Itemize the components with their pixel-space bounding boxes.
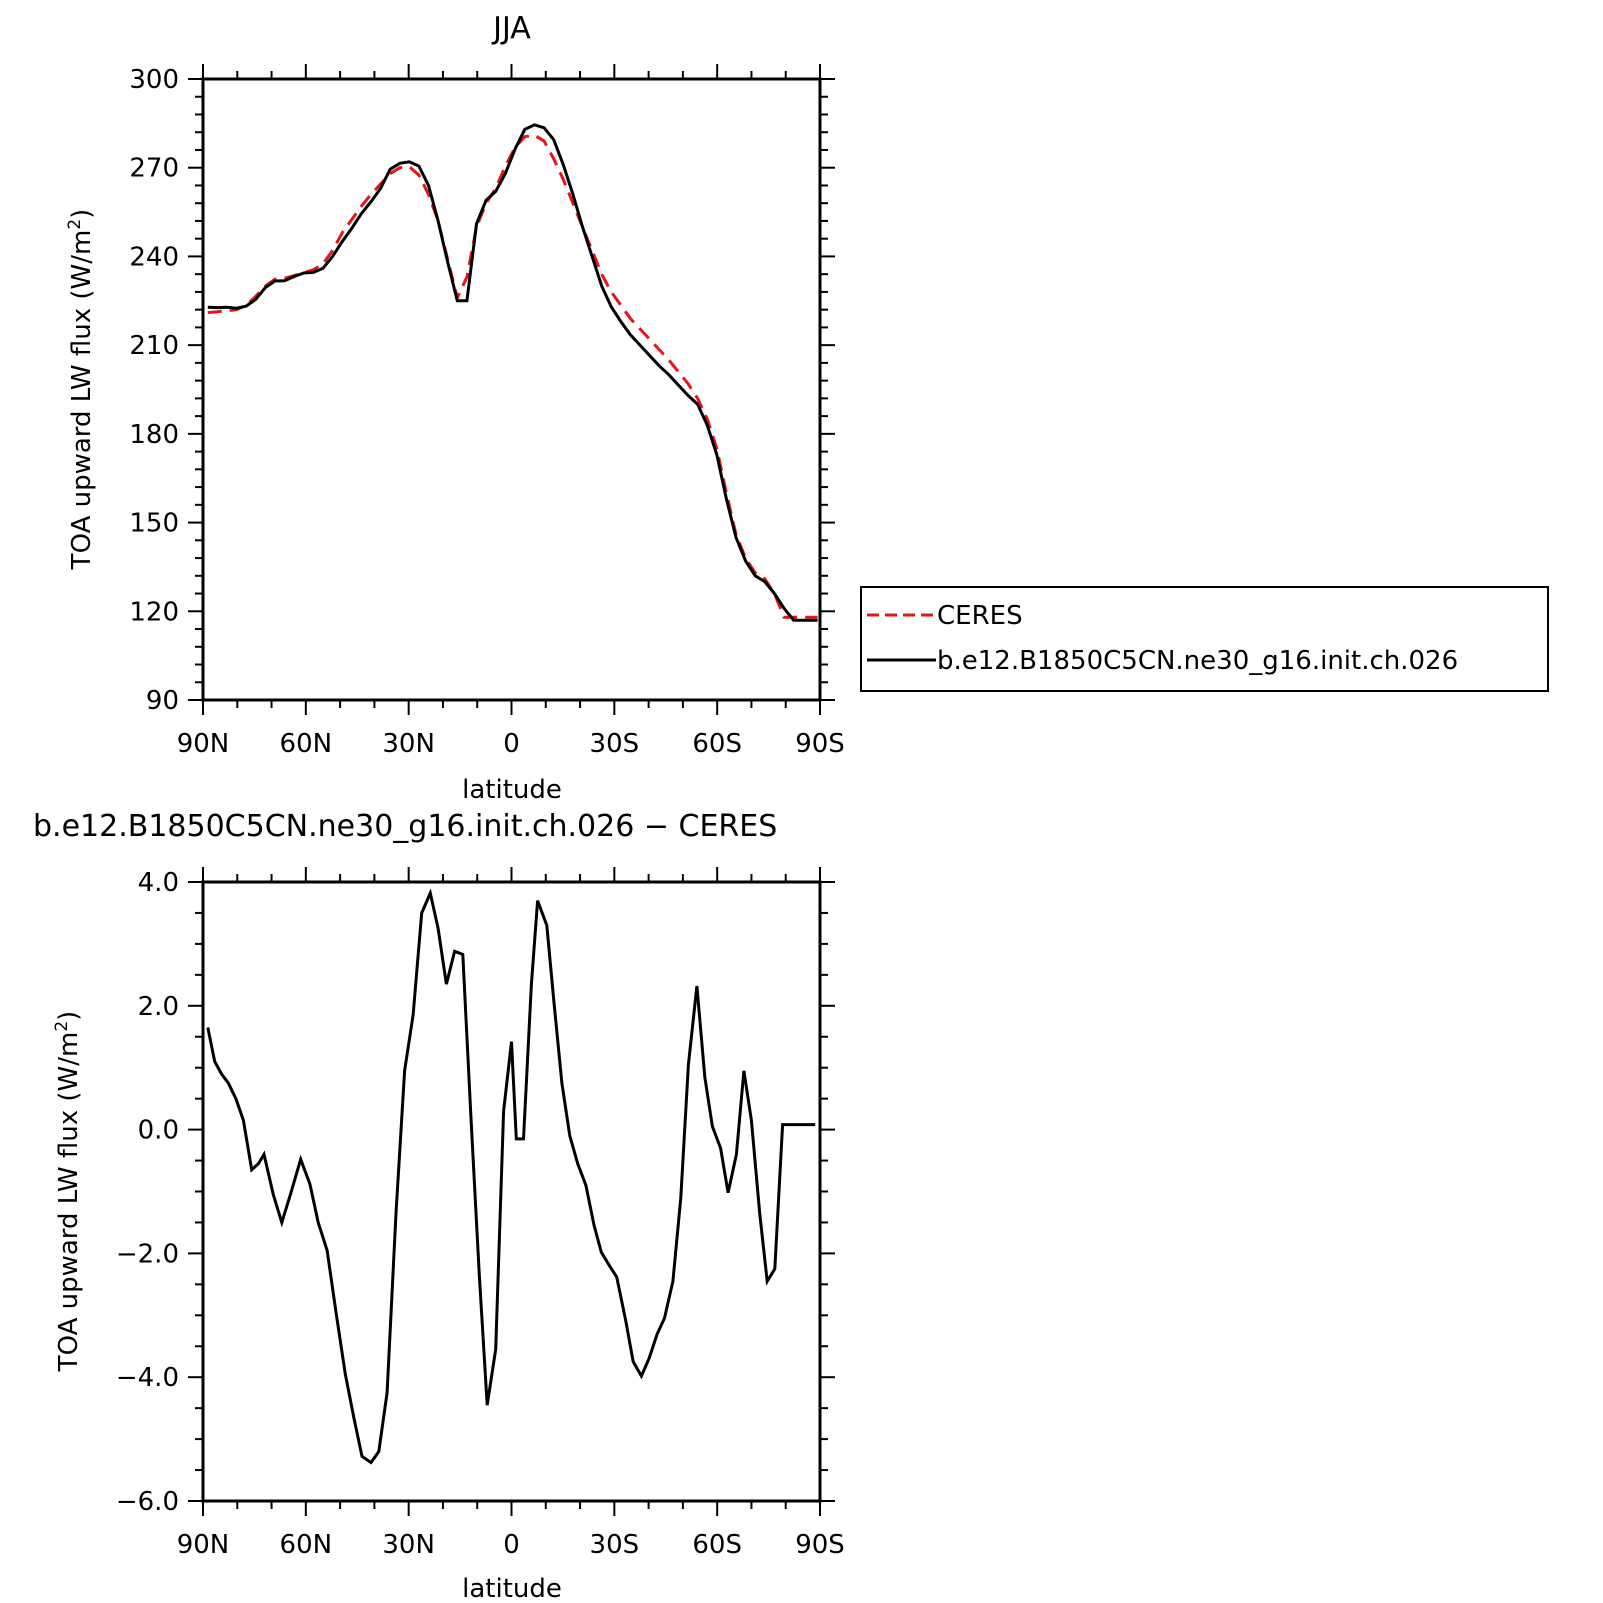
x-tick-label: 30S	[590, 1530, 640, 1560]
y-tick-label: −2.0	[116, 1239, 179, 1269]
legend-label-ceres: CERES	[937, 601, 1023, 631]
top-chart-title: JJA	[491, 11, 531, 46]
bottom-chart-panel: b.e12.B1850C5CN.ne30_g16.init.ch.026 − C…	[33, 809, 845, 1603]
y-tick-label: 120	[129, 597, 179, 627]
x-tick-label: 0	[503, 729, 520, 759]
y-tick-label: 150	[129, 509, 179, 539]
x-tick-label: 90N	[177, 1530, 230, 1560]
bottom-chart-y-axis-label: TOA upward LW flux (W/m2)	[52, 1011, 84, 1373]
y-tick-label: 4.0	[138, 868, 179, 898]
y-tick-label: 0.0	[138, 1116, 179, 1146]
x-tick-label: 90S	[795, 729, 845, 759]
y-tick-label: 90	[146, 686, 179, 716]
bottom-chart-difference-line	[206, 888, 816, 1465]
x-tick-label: 60N	[280, 1530, 333, 1560]
top-chart-panel: JJA 90N 60N 30N 0 30S 60S 90S 90 120 150 180 210 24…	[65, 11, 845, 805]
top-chart-x-axis-label: latitude	[462, 775, 562, 805]
x-tick-label: 90S	[795, 1530, 845, 1560]
y-tick-label: 240	[129, 242, 179, 272]
bottom-chart-y-tick-labels: −6.0 −4.0 −2.0 0.0 2.0 4.0	[116, 868, 179, 1517]
legend-box	[860, 586, 1549, 692]
top-chart-series-model-line	[207, 123, 818, 622]
y-tick-label: 300	[129, 65, 179, 95]
top-chart-x-tick-labels: 90N 60N 30N 0 30S 60S 90S	[177, 729, 845, 759]
bottom-chart-x-tick-labels: 90N 60N 30N 0 30S 60S 90S	[177, 1530, 845, 1560]
bottom-chart-y-axis-label-sup: 2	[52, 1021, 72, 1032]
legend: CERES b.e12.B1850C5CN.ne30_g16.init.ch.0…	[860, 586, 1549, 692]
x-tick-label: 90N	[177, 729, 230, 759]
y-tick-label: 210	[129, 331, 179, 361]
x-tick-label: 30S	[590, 729, 640, 759]
legend-label-model: b.e12.B1850C5CN.ne30_g16.init.ch.026	[937, 646, 1458, 676]
top-chart-y-axis-label-main: TOA upward LW flux (W/m	[67, 230, 97, 571]
y-tick-label: 180	[129, 420, 179, 450]
y-tick-label: −4.0	[116, 1363, 179, 1393]
y-tick-label: 270	[129, 154, 179, 184]
x-tick-label: 0	[503, 1530, 520, 1560]
top-chart-series-ceres-line	[207, 133, 818, 619]
y-tick-label: 2.0	[138, 992, 179, 1022]
top-chart-y-axis-label-sup: 2	[65, 219, 85, 230]
bottom-chart-title: b.e12.B1850C5CN.ne30_g16.init.ch.026 − C…	[33, 809, 777, 844]
x-tick-label: 30N	[382, 729, 435, 759]
x-tick-label: 60S	[692, 729, 742, 759]
bottom-chart-x-axis-label: latitude	[462, 1574, 562, 1603]
bottom-chart-ticks	[188, 867, 835, 1516]
top-chart-frame	[201, 77, 822, 702]
x-tick-label: 30N	[382, 1530, 435, 1560]
x-tick-label: 60N	[280, 729, 333, 759]
bottom-chart-y-axis-label-end: )	[54, 1011, 84, 1021]
top-chart-ticks	[188, 64, 835, 715]
top-chart-y-axis-label: TOA upward LW flux (W/m2)	[65, 209, 97, 571]
top-chart-y-axis-label-end: )	[67, 209, 97, 219]
y-tick-label: −6.0	[116, 1487, 179, 1517]
x-tick-label: 60S	[692, 1530, 742, 1560]
top-chart-y-tick-labels: 90 120 150 180 210 240 270 300	[129, 65, 179, 716]
bottom-chart-y-axis-label-main: TOA upward LW flux (W/m	[54, 1032, 84, 1373]
